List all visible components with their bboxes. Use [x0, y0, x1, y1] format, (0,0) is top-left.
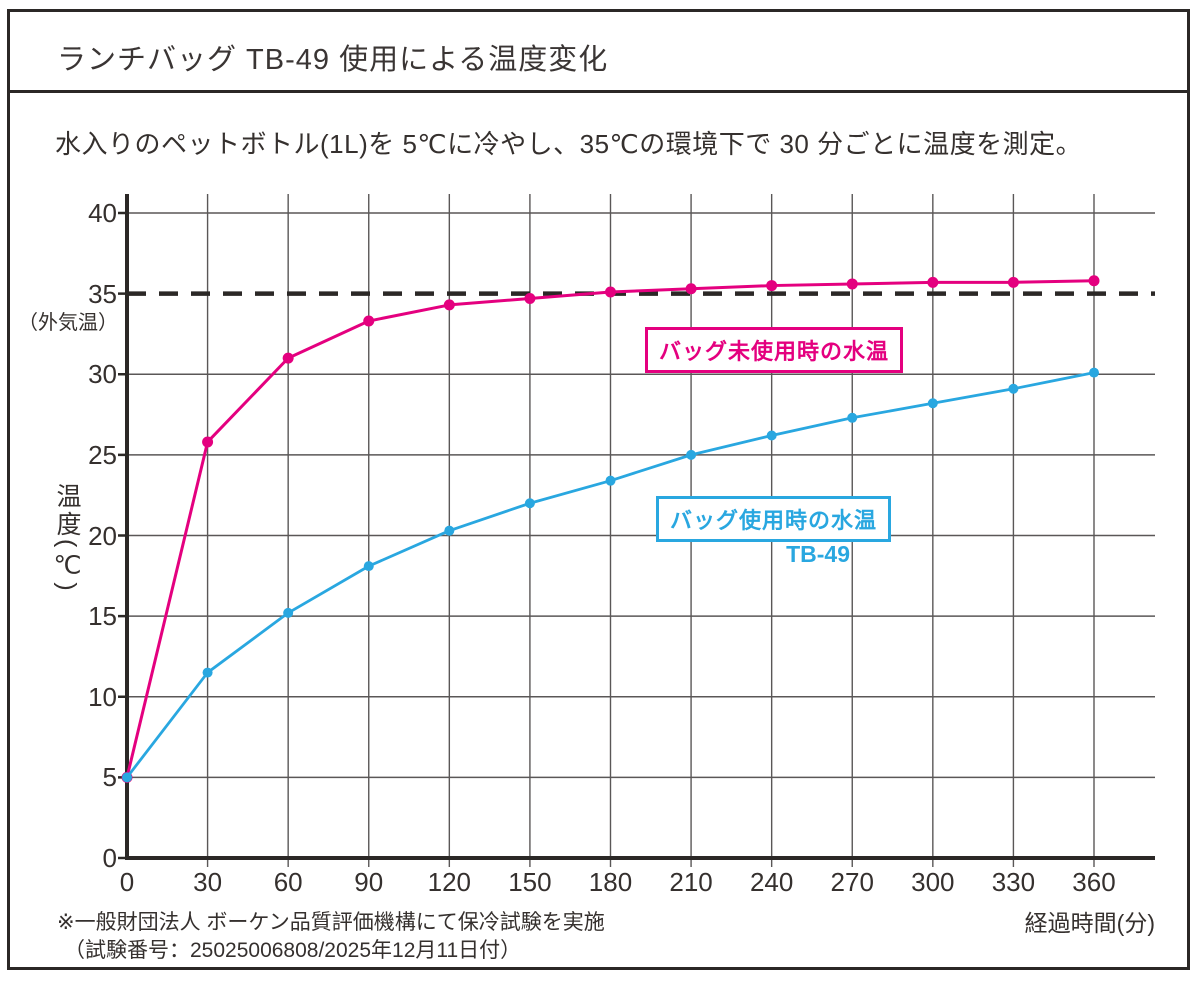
data-point-used [444, 525, 455, 536]
footnote-test-number: （試験番号：25025006808/2025年12月11日付） [64, 939, 522, 962]
title-divider-line [10, 90, 1190, 93]
data-point-used [283, 607, 294, 618]
y-tick-label: 30 [88, 359, 117, 390]
data-point-used [927, 398, 938, 409]
data-point-unused [282, 352, 294, 364]
y-tick-label: 10 [88, 681, 117, 712]
data-point-used [686, 449, 697, 460]
data-point-unused [524, 292, 536, 304]
y-tick-label: 35 [88, 278, 117, 309]
x-tick-label: 360 [1072, 867, 1116, 897]
data-point-unused [766, 280, 778, 292]
series-label-bag-unused: バッグ未使用時の水温 [645, 327, 904, 373]
data-point-used [202, 667, 213, 678]
y-tick-label: 0 [102, 843, 117, 873]
x-tick-label: 0 [119, 867, 135, 897]
footnote-test-organization: ※一般財団法人 ボーケン品質評価機構にて保冷試験を実施 [57, 911, 605, 934]
data-point-unused [927, 276, 939, 288]
y-tick-label: 20 [88, 520, 117, 551]
x-tick-label: 60 [273, 867, 303, 897]
y-tick-label: 5 [102, 762, 117, 793]
data-point-used [524, 498, 535, 509]
data-point-used [1008, 383, 1019, 394]
data-point-unused [605, 286, 616, 298]
data-point-used [847, 412, 858, 423]
y-axis-title: 温度(℃) [53, 483, 81, 594]
data-point-unused [1088, 275, 1100, 287]
chart-subtitle: 水入りのペットボトル(1L)を 5℃に冷やし、35℃の環境下で 30 分ごとに温… [55, 129, 1083, 159]
x-axis-title: 経過時間(分) [1024, 910, 1155, 936]
x-tick-label: 330 [991, 867, 1036, 897]
x-tick-label: 120 [427, 867, 472, 897]
data-point-unused [846, 278, 858, 290]
x-tick-label: 270 [830, 867, 874, 897]
data-point-unused [363, 315, 375, 327]
data-point-used [122, 772, 132, 783]
data-point-unused [1007, 276, 1019, 288]
x-tick-label: 240 [749, 867, 794, 897]
y-tick-label: 25 [88, 439, 117, 470]
data-point-unused [202, 436, 214, 448]
series-label-model-number: TB-49 [786, 541, 850, 567]
x-tick-label: 90 [354, 867, 384, 897]
x-tick-label: 30 [193, 867, 223, 897]
data-point-used [605, 475, 616, 486]
data-point-used [363, 561, 374, 572]
y-tick-label: 40 [88, 198, 117, 228]
data-point-used [1089, 367, 1099, 378]
figure-outer-frame [7, 9, 1190, 970]
y-tick-label: 15 [88, 601, 117, 632]
x-tick-label: 210 [669, 867, 713, 897]
data-point-used [766, 430, 777, 441]
x-tick-label: 150 [508, 867, 552, 897]
ambient-temperature-label: （外気温） [18, 312, 118, 334]
series-label-bag-used: バッグ使用時の水温 [656, 496, 892, 542]
x-tick-label: 300 [911, 867, 955, 897]
x-tick-label: 180 [588, 867, 633, 897]
data-point-unused [443, 299, 455, 311]
page-title: ランチバッグ TB-49 使用による温度変化 [57, 44, 609, 76]
data-point-unused [685, 283, 697, 295]
